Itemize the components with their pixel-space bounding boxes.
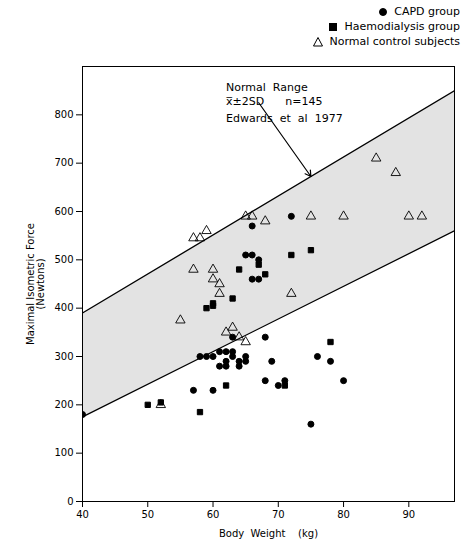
svg-text:700: 700 (54, 157, 73, 168)
svg-text:300: 300 (54, 351, 73, 362)
svg-text:Body Weight (kg): Body Weight (kg) (219, 528, 318, 539)
svg-text:600: 600 (54, 206, 73, 217)
svg-text:400: 400 (54, 302, 73, 313)
svg-text:90: 90 (402, 509, 415, 520)
html-text:CAPD group: CAPD group (394, 5, 460, 18)
svg-text:Edwards et al 1977: Edwards et al 1977 (226, 112, 343, 125)
svg-text:0: 0 (67, 496, 73, 507)
svg-text:200: 200 (54, 399, 73, 410)
svg-text:x̅±2SD n=145: x̅±2SD n=145 (226, 95, 322, 108)
svg-text:40: 40 (76, 509, 89, 520)
svg-text:500: 500 (54, 254, 73, 265)
svg-text:100: 100 (54, 447, 73, 458)
svg-text:50: 50 (141, 509, 154, 520)
svg-text:70: 70 (272, 509, 285, 520)
svg-text:80: 80 (337, 509, 350, 520)
svg-text:800: 800 (54, 109, 73, 120)
html-text:Haemodialysis group: Haemodialysis group (344, 20, 460, 33)
svg-text:60: 60 (207, 509, 220, 520)
svg-text:Maximal Isometric Force(Newton: Maximal Isometric Force(Newtons) (25, 223, 46, 345)
svg-text:Normal Range: Normal Range (226, 81, 308, 94)
html-text:Normal control subjects: Normal control subjects (329, 35, 460, 48)
